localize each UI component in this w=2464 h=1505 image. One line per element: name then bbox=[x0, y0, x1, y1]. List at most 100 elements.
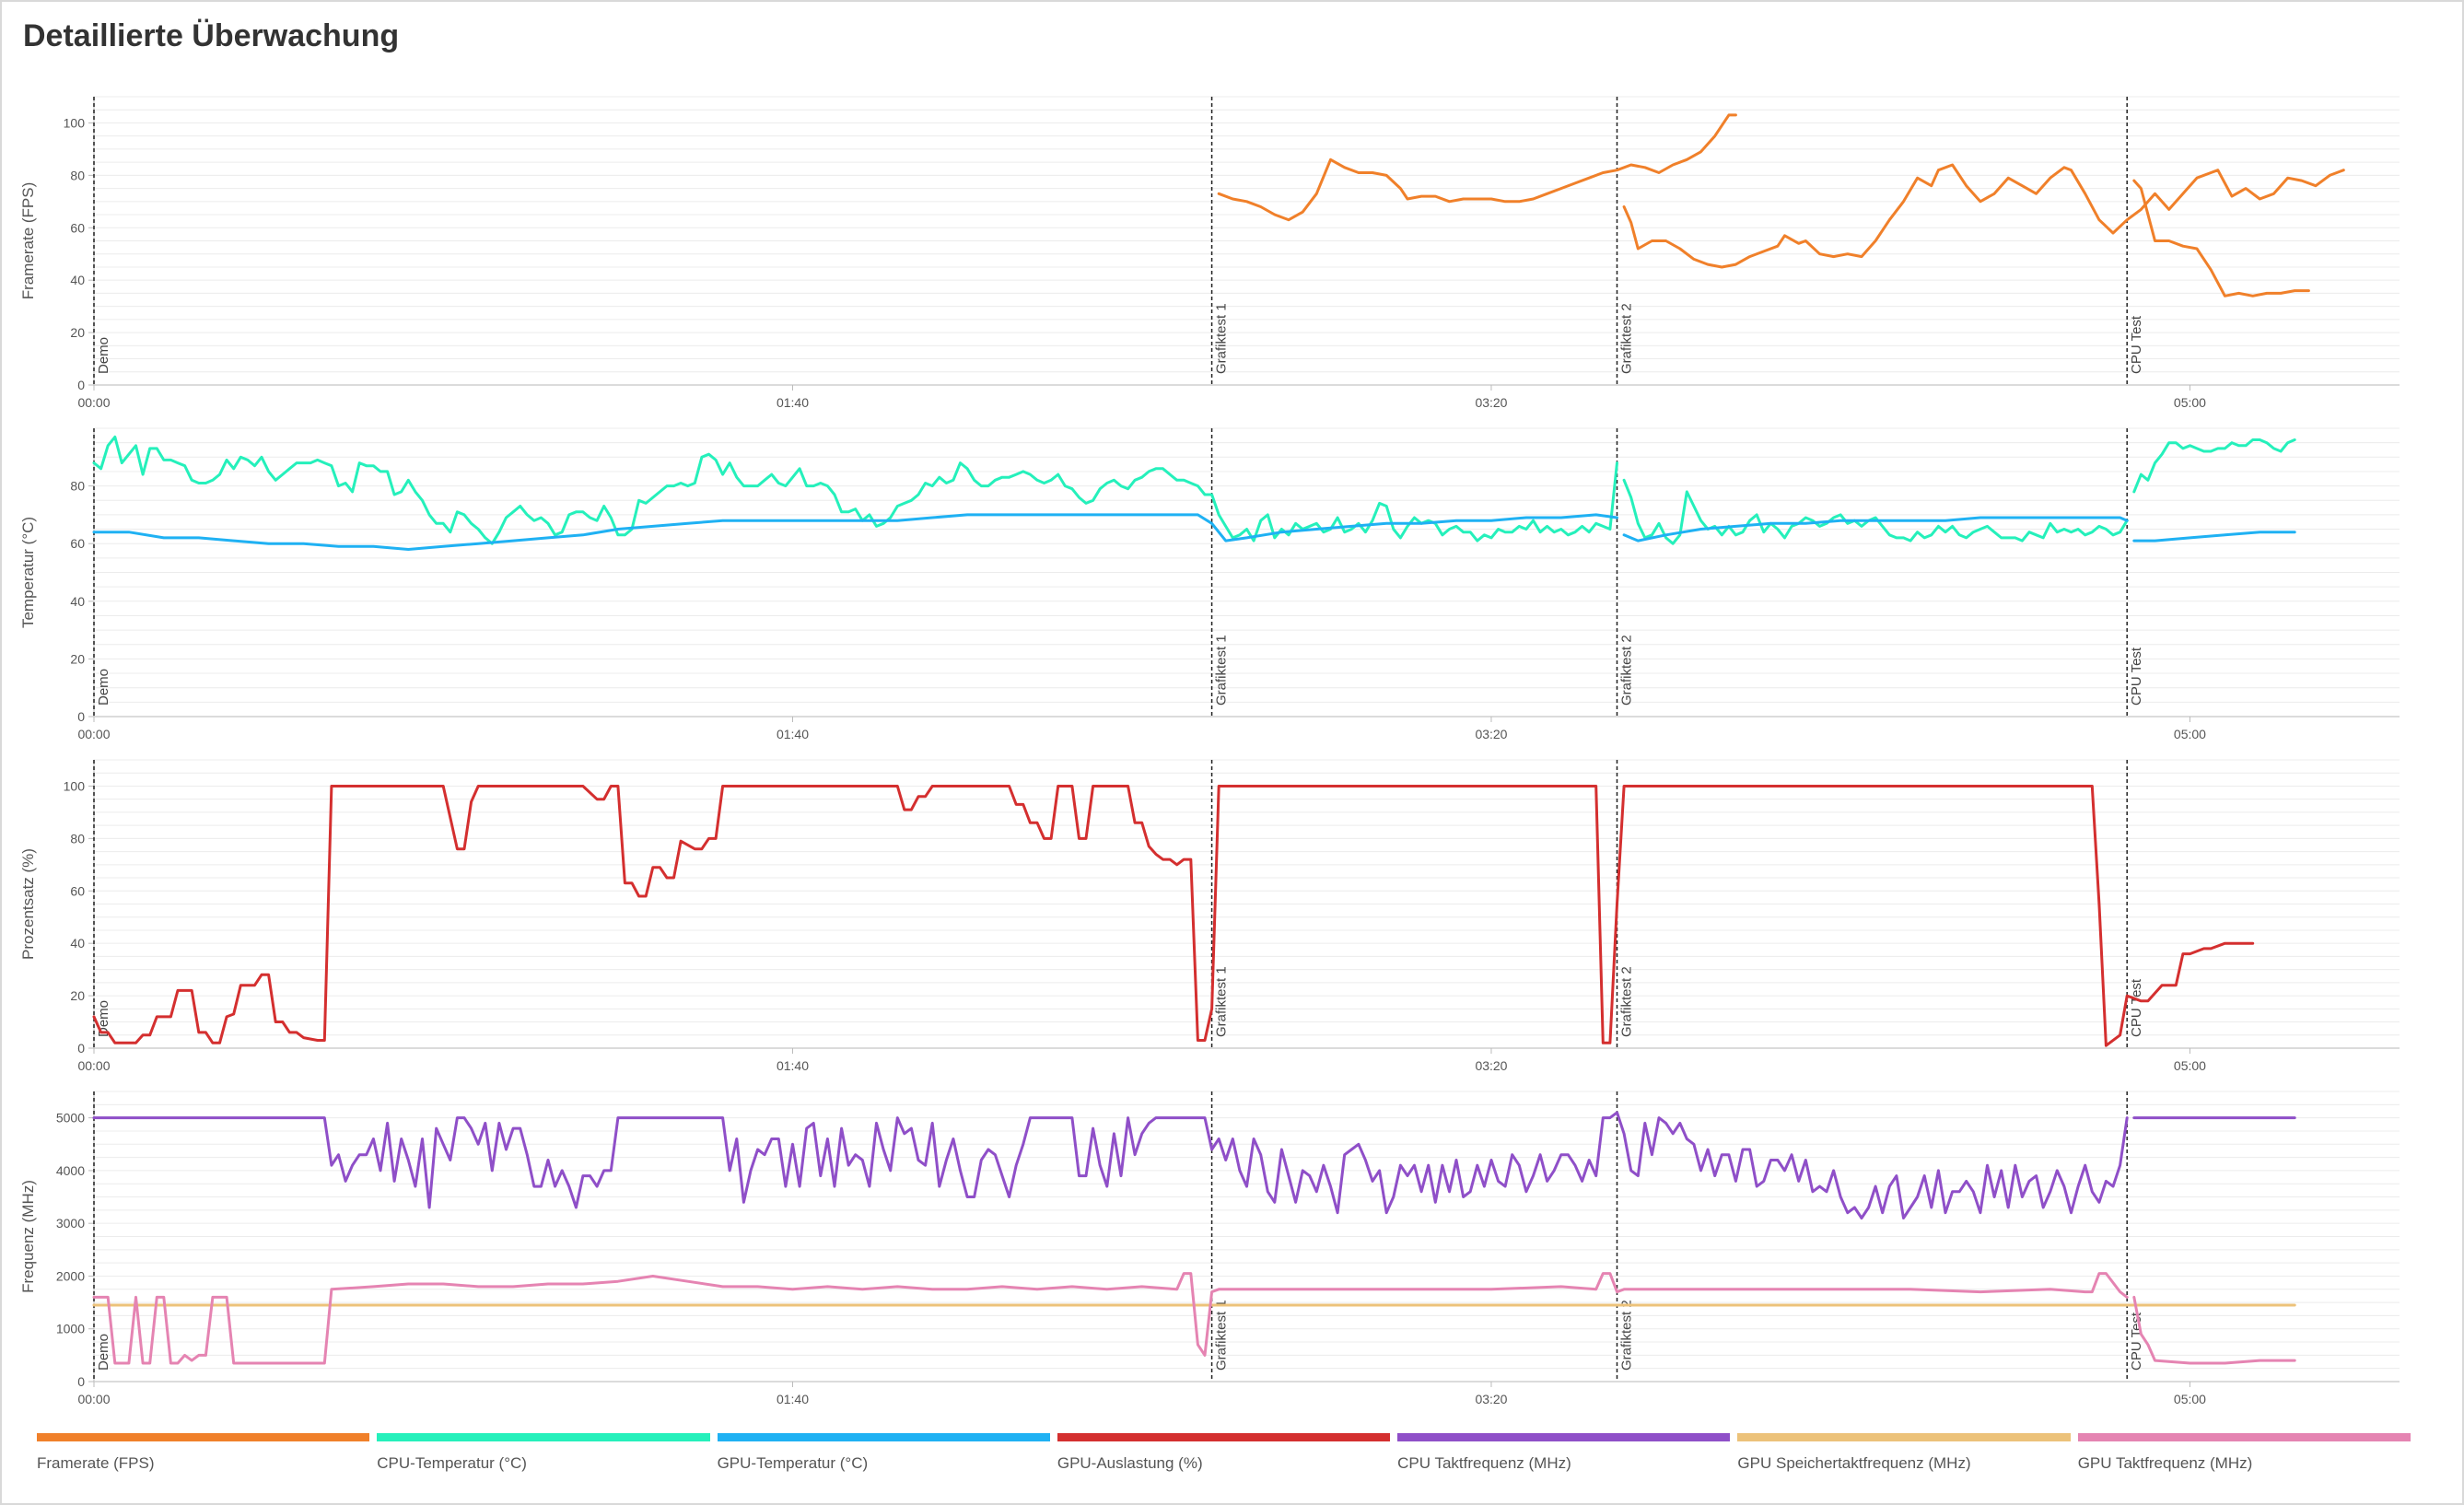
y-tick-label: 3000 bbox=[56, 1216, 85, 1231]
x-tick-label: 00:00 bbox=[77, 1058, 110, 1073]
y-tick-label: 4000 bbox=[56, 1163, 85, 1178]
charts-svg: 0 20 40 60 80 100 00:00 01:40 03:20 05:00 Framerat… bbox=[19, 96, 2400, 1406]
x-tick-label: 03:20 bbox=[1475, 1392, 1507, 1406]
y-tick-label: 1000 bbox=[56, 1322, 85, 1336]
legend-label: GPU-Temperatur (°C) bbox=[717, 1454, 869, 1472]
y-tick-label: 20 bbox=[70, 988, 85, 1003]
legend-swatch bbox=[1737, 1433, 2071, 1441]
legend-label: CPU-Temperatur (°C) bbox=[377, 1454, 527, 1472]
event-marker-label: Grafiktest 2 bbox=[1618, 1300, 1634, 1371]
event-marker-label: Grafiktest 2 bbox=[1618, 966, 1634, 1037]
page-title: Detaillierte Überwachung bbox=[23, 18, 400, 53]
event-marker-label: Grafiktest 1 bbox=[1214, 966, 1230, 1037]
legend-swatch bbox=[1397, 1433, 1731, 1441]
legend-swatch bbox=[377, 1433, 710, 1441]
chart-panel-1: 0 20 40 60 80 100 00:00 01:40 03:20 05:00 Framerat… bbox=[19, 96, 2400, 410]
legend-item[interactable]: GPU-Temperatur (°C) bbox=[717, 1433, 1050, 1479]
series-line-2-1 bbox=[92, 435, 1618, 545]
x-tick-label: 01:40 bbox=[777, 395, 809, 410]
series-line-1-1 bbox=[2132, 179, 2310, 298]
legend-item[interactable]: GPU Taktfrequenz (MHz) bbox=[2077, 1433, 2411, 1479]
chart-panel-2: 0 20 40 60 80 00:00 01:40 03:20 05:00 Temperatur … bbox=[19, 427, 2400, 741]
x-tick-label: 01:40 bbox=[777, 1058, 809, 1073]
y-tick-label: 40 bbox=[70, 273, 85, 287]
x-tick-label: 00:00 bbox=[77, 1392, 110, 1406]
chart-panel-4: 0 1000 2000 3000 4000 5000 00:00 01:40 03:20 05:0… bbox=[19, 1091, 2400, 1406]
x-tick-label: 01:40 bbox=[777, 727, 809, 741]
legend-swatch bbox=[2077, 1433, 2411, 1441]
y-tick-label: 100 bbox=[64, 778, 86, 793]
series-line-2-2 bbox=[92, 513, 1618, 551]
event-marker-label: Demo bbox=[96, 1334, 111, 1371]
x-tick-label: 05:00 bbox=[2174, 1058, 2206, 1073]
legend-item[interactable]: Framerate (FPS) bbox=[37, 1433, 370, 1479]
chart-panel-3: 0 20 40 60 80 100 00:00 01:40 03:20 05:00 Prozents… bbox=[19, 759, 2400, 1073]
event-marker-label: Grafiktest 1 bbox=[1214, 303, 1230, 374]
x-tick-label: 05:00 bbox=[2174, 1392, 2206, 1406]
x-tick-label: 01:40 bbox=[777, 1392, 809, 1406]
y-tick-label: 40 bbox=[70, 594, 85, 609]
y-tick-label: 5000 bbox=[56, 1111, 85, 1126]
event-marker-label: Grafiktest 1 bbox=[1214, 635, 1230, 706]
x-tick-label: 00:00 bbox=[77, 727, 110, 741]
series-line-3-1 bbox=[92, 785, 2255, 1047]
y-tick-label: 60 bbox=[70, 883, 85, 898]
legend-item[interactable]: CPU Taktfrequenz (MHz) bbox=[1397, 1433, 1731, 1479]
series-line-4-3 bbox=[2132, 1295, 2296, 1365]
series-line-4-1 bbox=[92, 1111, 2129, 1219]
series-line-2-1 bbox=[1622, 478, 2129, 545]
event-marker-label: Grafiktest 2 bbox=[1618, 303, 1634, 374]
legend-label: GPU Taktfrequenz (MHz) bbox=[2077, 1454, 2253, 1472]
event-marker-label: CPU Test bbox=[2129, 978, 2144, 1037]
legend-item[interactable]: CPU-Temperatur (°C) bbox=[377, 1433, 710, 1479]
legend-label: GPU Speichertaktfrequenz (MHz) bbox=[1737, 1454, 1971, 1472]
legend-item[interactable]: GPU Speichertaktfrequenz (MHz) bbox=[1737, 1433, 2071, 1479]
series-line-4-3 bbox=[92, 1272, 2129, 1365]
legend-swatch bbox=[1057, 1433, 1391, 1441]
event-marker-label: CPU Test bbox=[2129, 647, 2144, 706]
event-marker-label: Grafiktest 1 bbox=[1214, 1300, 1230, 1371]
y-tick-label: 0 bbox=[77, 1374, 85, 1389]
y-tick-label: 0 bbox=[77, 709, 85, 724]
y-tick-label: 20 bbox=[70, 651, 85, 666]
y-tick-label: 60 bbox=[70, 220, 85, 235]
x-tick-label: 03:20 bbox=[1475, 727, 1507, 741]
legend-item[interactable]: GPU-Auslastung (%) bbox=[1057, 1433, 1391, 1479]
y-tick-label: 100 bbox=[64, 115, 86, 130]
legend-swatch bbox=[37, 1433, 370, 1441]
y-tick-label: 20 bbox=[70, 325, 85, 340]
series-line-1-1 bbox=[1217, 113, 1737, 222]
series-line-2-2 bbox=[2132, 531, 2296, 542]
y-axis-label: Frequenz (MHz) bbox=[19, 1180, 37, 1293]
y-axis-label: Temperatur (°C) bbox=[19, 517, 37, 628]
x-tick-label: 00:00 bbox=[77, 395, 110, 410]
event-marker-label: CPU Test bbox=[2129, 1312, 2144, 1371]
y-axis-label: Prozentsatz (%) bbox=[19, 848, 37, 960]
legend-label: CPU Taktfrequenz (MHz) bbox=[1397, 1454, 1571, 1472]
y-tick-label: 0 bbox=[77, 1041, 85, 1056]
series-line-2-2 bbox=[1622, 516, 2129, 542]
y-axis-label: Framerate (FPS) bbox=[19, 182, 37, 300]
chart-legend: Framerate (FPS) CPU-Temperatur (°C) GPU-Te… bbox=[37, 1433, 2418, 1479]
y-tick-label: 0 bbox=[77, 378, 85, 392]
event-marker-label: Grafiktest 2 bbox=[1618, 635, 1634, 706]
x-tick-label: 03:20 bbox=[1475, 1058, 1507, 1073]
event-marker-label: CPU Test bbox=[2129, 315, 2144, 374]
y-tick-label: 80 bbox=[70, 479, 85, 494]
legend-label: Framerate (FPS) bbox=[37, 1454, 155, 1472]
y-tick-label: 80 bbox=[70, 168, 85, 182]
y-tick-label: 40 bbox=[70, 936, 85, 951]
legend-label: GPU-Auslastung (%) bbox=[1057, 1454, 1203, 1472]
series-line-1-1 bbox=[1622, 163, 2345, 269]
x-tick-label: 03:20 bbox=[1475, 395, 1507, 410]
y-tick-label: 2000 bbox=[56, 1268, 85, 1283]
x-tick-label: 05:00 bbox=[2174, 395, 2206, 410]
legend-swatch bbox=[717, 1433, 1050, 1441]
y-tick-label: 80 bbox=[70, 831, 85, 846]
y-tick-label: 60 bbox=[70, 536, 85, 551]
x-tick-label: 05:00 bbox=[2174, 727, 2206, 741]
series-line-2-1 bbox=[2132, 438, 2296, 494]
event-marker-label: Demo bbox=[96, 337, 111, 374]
event-marker-label: Demo bbox=[96, 669, 111, 706]
